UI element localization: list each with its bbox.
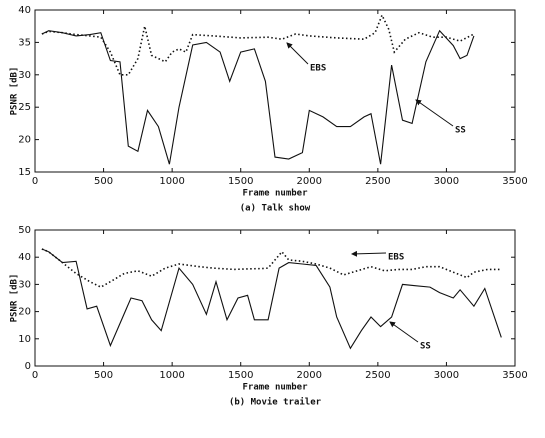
- x-tick-label: 2500: [365, 176, 390, 187]
- annotation: EBS: [388, 253, 404, 263]
- x-axis-label: Frame number: [242, 383, 308, 393]
- x-tick-label: 3000: [434, 370, 459, 381]
- plot-frame: [34, 9, 516, 173]
- annotation-arrow: [415, 99, 454, 127]
- y-tick-label: 20: [18, 307, 31, 318]
- x-tick-label: 3500: [502, 176, 527, 187]
- data-line: [41, 13, 475, 76]
- annotation: SS: [455, 126, 466, 136]
- x-tick-label: 500: [94, 370, 113, 381]
- x-tick-label: 3500: [502, 370, 527, 381]
- x-tick-label: 500: [94, 176, 113, 187]
- y-tick-label: 0: [25, 361, 31, 372]
- data-line: [41, 29, 475, 165]
- x-tick-label: 1500: [228, 370, 253, 381]
- annotation-arrow: [351, 250, 387, 257]
- data-line: [41, 248, 502, 289]
- y-tick-label: 20: [18, 135, 31, 146]
- caption: (b) Movie trailer: [229, 397, 322, 408]
- x-tick-label: 0: [32, 176, 38, 187]
- y-tick-label: 30: [18, 279, 31, 290]
- y-tick-label: 15: [18, 167, 31, 178]
- annotation: SS: [420, 342, 431, 352]
- x-axis-label: Frame number: [242, 189, 308, 199]
- annotation-arrow: [286, 42, 309, 65]
- x-tick-label: 2000: [297, 176, 322, 187]
- x-tick-label: 3000: [434, 176, 459, 187]
- x-tick-label: 2000: [297, 370, 322, 381]
- caption: (a) Talk show: [240, 204, 311, 214]
- y-tick-label: 25: [18, 102, 31, 113]
- x-tick-label: 1500: [228, 176, 253, 187]
- y-axis-label: PSNR [dB]: [10, 274, 20, 323]
- y-tick-label: 30: [18, 70, 31, 81]
- y-tick-label: 35: [18, 37, 31, 48]
- y-tick-label: 10: [18, 334, 31, 345]
- y-tick-label: 40: [18, 252, 31, 263]
- annotation: EBS: [310, 64, 326, 74]
- y-axis-label: PSNR [dB]: [10, 67, 20, 116]
- plot-frame: [34, 229, 516, 367]
- x-tick-label: 0: [32, 370, 38, 381]
- x-tick-label: 2500: [365, 370, 390, 381]
- data-line: [41, 248, 502, 350]
- annotation-arrow: [389, 321, 419, 343]
- y-tick-label: 50: [18, 225, 31, 236]
- x-tick-label: 1000: [159, 176, 184, 187]
- x-tick-label: 1000: [159, 370, 184, 381]
- y-tick-label: 40: [18, 5, 31, 16]
